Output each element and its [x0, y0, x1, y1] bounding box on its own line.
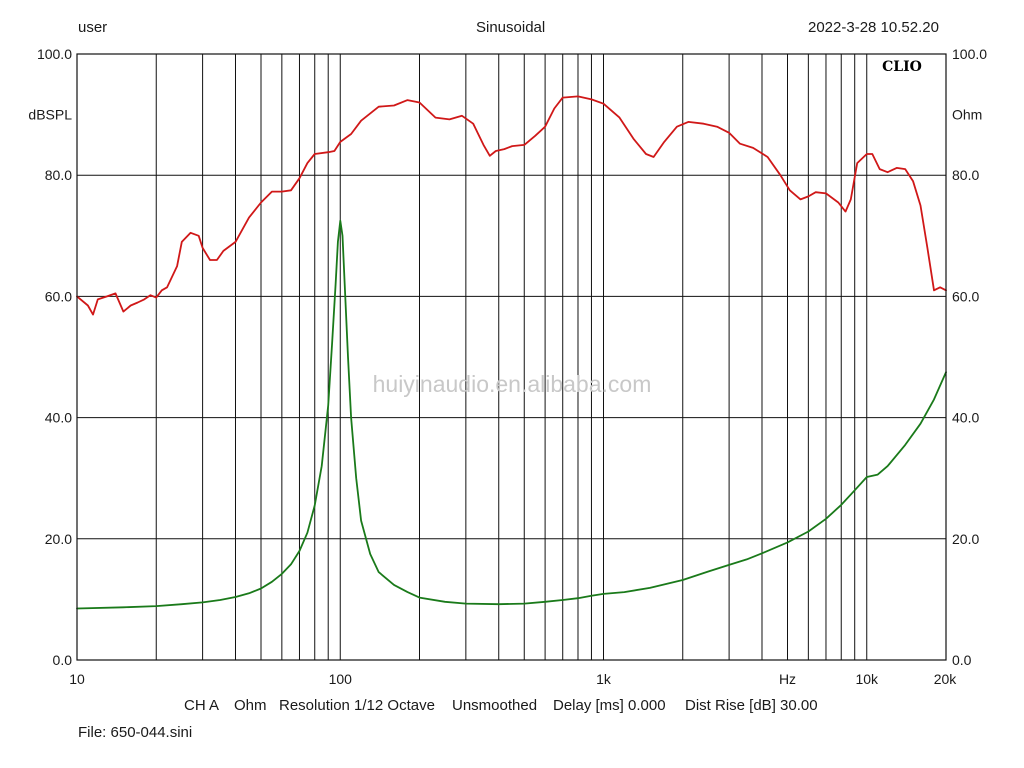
- series-layer: [76, 95, 947, 610]
- header-mode: Sinusoidal: [476, 19, 546, 36]
- footer-dist-rise: Dist Rise [dB] 30.00: [685, 697, 818, 714]
- y-tick-label-right: 80.0: [952, 167, 979, 183]
- y-tick-label-left: 100.0: [37, 46, 72, 62]
- watermark: huiyinaudio.en.alibaba.com: [373, 371, 652, 397]
- y-tick-label-left: 0.0: [53, 652, 73, 668]
- footer-resolution: Resolution 1/12 Octave: [279, 697, 435, 714]
- x-tick-label: Hz: [779, 671, 796, 687]
- y-tick-label-left: 40.0: [45, 410, 72, 426]
- y-tick-label-left: 60.0: [45, 288, 72, 304]
- x-tick-label: 1k: [596, 671, 612, 687]
- footer-delay: Delay [ms] 0.000: [553, 697, 666, 714]
- y-tick-label-right: 0.0: [952, 652, 972, 668]
- x-tick-label: 10: [69, 671, 85, 687]
- header-user: user: [78, 19, 108, 36]
- axis-labels: 0.0 0.0 20.0 20.0 40.0 40.0 60.0 60.0 80.0 80.0 10…: [28, 46, 987, 687]
- clio-logo: CLIO: [882, 59, 922, 75]
- y-tick-label-right: 20.0: [952, 531, 979, 547]
- y-tick-label-right: 40.0: [952, 410, 979, 426]
- right-axis-label: Ohm: [952, 107, 982, 123]
- plot-frame: [76, 53, 947, 661]
- y-tick-label-left: 80.0: [45, 167, 72, 183]
- y-tick-label-right: 100.0: [952, 46, 987, 62]
- grid: [77, 54, 946, 660]
- footer-channel: CH A: [184, 697, 220, 714]
- x-tick-label: 10k: [855, 671, 879, 687]
- impedance-curve: [76, 219, 947, 610]
- x-tick-label: 20k: [934, 671, 958, 687]
- spl-curve: [76, 95, 947, 316]
- footer-unit: Ohm: [234, 697, 267, 714]
- footer-file: File: 650-044.sini: [78, 724, 193, 741]
- x-tick-label: 100: [329, 671, 353, 687]
- header-datetime: 2022-3-28 10.52.20: [808, 19, 939, 36]
- left-axis-label: dBSPL: [28, 107, 72, 123]
- footer-smoothing: Unsmoothed: [452, 697, 538, 714]
- y-tick-label-left: 20.0: [45, 531, 72, 547]
- y-tick-label-right: 60.0: [952, 288, 979, 304]
